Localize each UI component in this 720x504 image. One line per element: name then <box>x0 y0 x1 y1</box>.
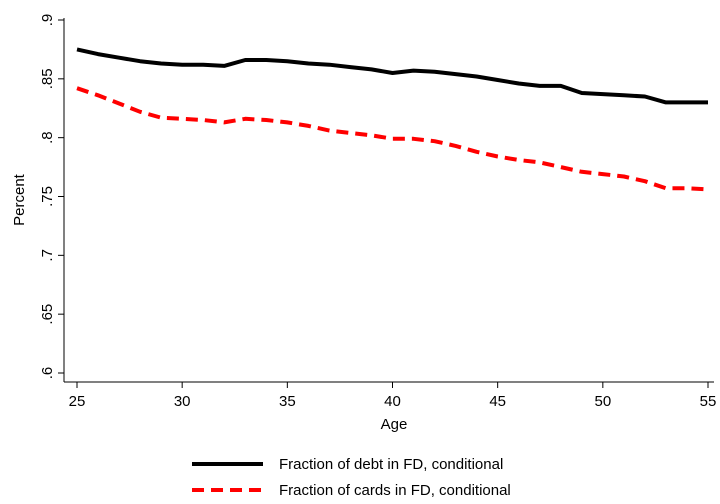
y-tick-label: .9 <box>39 14 56 27</box>
y-tick-label: .6 <box>39 367 56 380</box>
x-ticks: 25 30 35 40 45 50 55 <box>69 382 717 410</box>
x-tick-label: 45 <box>489 393 506 410</box>
series-line-1 <box>76 47 708 105</box>
plot-area: .6 .65 .7 .75 .8 .85 .9 25 30 35 40 45 50 55 <box>39 14 716 410</box>
x-tick-label: 40 <box>384 393 401 410</box>
x-tick-label: 55 <box>700 393 717 410</box>
x-tick-label: 50 <box>594 393 611 410</box>
y-tick-label: .8 <box>39 131 56 144</box>
x-tick-label: 25 <box>69 393 86 410</box>
y-axis-label: Percent <box>11 173 28 226</box>
x-axis-label: Age <box>381 416 408 433</box>
y-tick-label: .7 <box>39 249 56 262</box>
legend: Fraction of debt in FD, conditional Fract… <box>192 456 511 499</box>
y-tick-label: .75 <box>39 186 56 207</box>
series-lines <box>76 47 709 192</box>
y-ticks: .6 .65 .7 .75 .8 .85 .9 <box>39 14 64 380</box>
x-tick-label: 30 <box>174 393 191 410</box>
x-tick-label: 35 <box>279 393 296 410</box>
legend-label: Fraction of cards in FD, conditional <box>279 482 511 499</box>
legend-label: Fraction of debt in FD, conditional <box>279 456 503 473</box>
y-tick-label: .65 <box>39 304 56 325</box>
y-tick-label: .85 <box>39 68 56 89</box>
series-line-2 <box>76 86 709 192</box>
